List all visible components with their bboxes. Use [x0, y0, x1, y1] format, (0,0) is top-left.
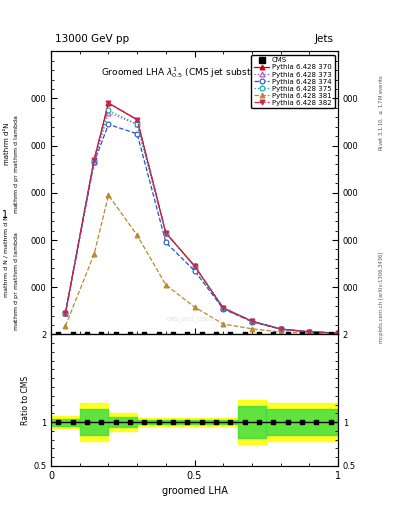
Point: [170, 418, 176, 426]
X-axis label: groomed LHA: groomed LHA: [162, 486, 228, 496]
Point: [112, 330, 119, 338]
Point: [156, 418, 162, 426]
Legend: CMS, Pythia 6.428 370, Pythia 6.428 373, Pythia 6.428 374, Pythia 6.428 375, Pyt: CMS, Pythia 6.428 370, Pythia 6.428 373,…: [251, 55, 334, 109]
Text: mcplots.cern.ch [arXiv:1306.3436]: mcplots.cern.ch [arXiv:1306.3436]: [379, 251, 384, 343]
Point: [184, 418, 191, 426]
Text: mathrm d²N: mathrm d²N: [4, 122, 10, 165]
Point: [285, 330, 291, 338]
Point: [313, 418, 320, 426]
Point: [84, 418, 90, 426]
Point: [55, 418, 61, 426]
Point: [156, 330, 162, 338]
Point: [198, 418, 205, 426]
Point: [270, 330, 277, 338]
Point: [299, 418, 305, 426]
Point: [98, 418, 105, 426]
Y-axis label: Ratio to CMS: Ratio to CMS: [21, 376, 30, 425]
Point: [112, 418, 119, 426]
Point: [270, 418, 277, 426]
Point: [70, 330, 76, 338]
Point: [227, 418, 233, 426]
Point: [55, 330, 61, 338]
Point: [256, 418, 262, 426]
Point: [227, 330, 233, 338]
Point: [127, 330, 133, 338]
Text: mathrm d p$_\mathrm{T}$ mathrm d lambda: mathrm d p$_\mathrm{T}$ mathrm d lambda: [12, 114, 21, 214]
Point: [141, 330, 147, 338]
Text: Jets: Jets: [315, 33, 334, 44]
Point: [84, 330, 90, 338]
Text: Rivet 3.1.10, $\geq$ 1.7M events: Rivet 3.1.10, $\geq$ 1.7M events: [377, 74, 385, 151]
Point: [328, 418, 334, 426]
Text: mathrm d p$_\mathrm{T}$ mathrm d lambda: mathrm d p$_\mathrm{T}$ mathrm d lambda: [12, 232, 21, 331]
Point: [98, 330, 105, 338]
Point: [242, 418, 248, 426]
Text: Groomed LHA $\lambda^{1}_{0.5}$ (CMS jet substructure): Groomed LHA $\lambda^{1}_{0.5}$ (CMS jet…: [101, 66, 288, 80]
Point: [170, 330, 176, 338]
Text: 1: 1: [2, 210, 8, 220]
Text: CMS_2021_[1920...]: CMS_2021_[1920...]: [167, 316, 222, 322]
Text: mathrm d N / mathrm d N: mathrm d N / mathrm d N: [4, 215, 9, 297]
Point: [127, 418, 133, 426]
Point: [328, 330, 334, 338]
Point: [70, 418, 76, 426]
Point: [213, 330, 219, 338]
Point: [313, 330, 320, 338]
Point: [285, 418, 291, 426]
Point: [256, 330, 262, 338]
Point: [184, 330, 191, 338]
Point: [242, 330, 248, 338]
Point: [213, 418, 219, 426]
Point: [198, 330, 205, 338]
Point: [141, 418, 147, 426]
Text: 13000 GeV pp: 13000 GeV pp: [55, 33, 129, 44]
Point: [299, 330, 305, 338]
